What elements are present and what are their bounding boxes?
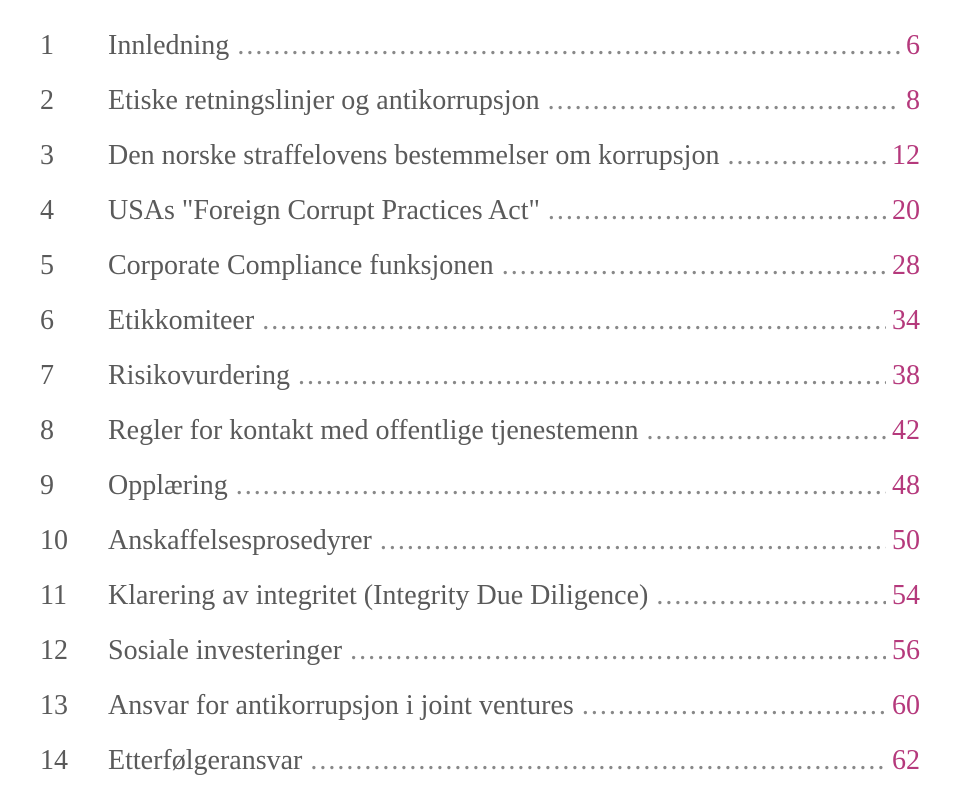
toc-title: Corporate Compliance funksjonen bbox=[108, 238, 500, 293]
toc-leader: ........................................… bbox=[645, 403, 886, 458]
toc-leader: ........................................… bbox=[580, 678, 886, 733]
toc-number: 3 bbox=[40, 128, 108, 183]
toc-number: 14 bbox=[40, 733, 108, 788]
toc-page-number: 42 bbox=[886, 403, 920, 458]
toc-title: Anskaffelsesprosedyrer bbox=[108, 513, 378, 568]
toc-row: 4USAs "Foreign Corrupt Practices Act"...… bbox=[40, 183, 920, 238]
toc-number: 5 bbox=[40, 238, 108, 293]
toc-title: Den norske straffelovens bestemmelser om… bbox=[108, 128, 725, 183]
toc-page-number: 48 bbox=[886, 458, 920, 513]
toc-leader: ........................................… bbox=[546, 73, 900, 128]
toc-title: Risikovurdering bbox=[108, 348, 296, 403]
toc-leader: ........................................… bbox=[296, 348, 886, 403]
toc-row: 8Regler for kontakt med offentlige tjene… bbox=[40, 403, 920, 458]
toc-leader: ........................................… bbox=[500, 238, 886, 293]
toc-number: 7 bbox=[40, 348, 108, 403]
toc-row: 9Opplæring..............................… bbox=[40, 458, 920, 513]
toc-number: 1 bbox=[40, 18, 108, 73]
toc-title: Klarering av integritet (Integrity Due D… bbox=[108, 568, 654, 623]
toc-title: USAs "Foreign Corrupt Practices Act" bbox=[108, 183, 546, 238]
toc-page-number: 62 bbox=[886, 733, 920, 788]
toc-row: 7Risikovurdering........................… bbox=[40, 348, 920, 403]
toc-page-number: 34 bbox=[886, 293, 920, 348]
toc-leader: ........................................… bbox=[260, 293, 886, 348]
toc-title: Sosiale investeringer bbox=[108, 623, 348, 678]
toc-row: 14Etterfølgeransvar.....................… bbox=[40, 733, 920, 788]
toc-leader: ........................................… bbox=[348, 623, 886, 678]
toc-number: 2 bbox=[40, 73, 108, 128]
toc-row: 3Den norske straffelovens bestemmelser o… bbox=[40, 128, 920, 183]
toc-page-number: 60 bbox=[886, 678, 920, 733]
toc-title: Etterfølgeransvar bbox=[108, 733, 308, 788]
toc-number: 12 bbox=[40, 623, 108, 678]
toc-page-number: 12 bbox=[886, 128, 920, 183]
toc-title: Ansvar for antikorrupsjon i joint ventur… bbox=[108, 678, 580, 733]
toc-page-number: 54 bbox=[886, 568, 920, 623]
toc-number: 8 bbox=[40, 403, 108, 458]
toc-row: 11Klarering av integritet (Integrity Due… bbox=[40, 568, 920, 623]
toc-row: 10Anskaffelsesprosedyrer................… bbox=[40, 513, 920, 568]
toc-row: 2Etiske retningslinjer og antikorrupsjon… bbox=[40, 73, 920, 128]
toc-leader: ........................................… bbox=[378, 513, 886, 568]
toc-row: 6Etikkomiteer...........................… bbox=[40, 293, 920, 348]
toc-leader: ........................................… bbox=[546, 183, 886, 238]
toc-page-number: 8 bbox=[900, 73, 920, 128]
toc-row: 13Ansvar for antikorrupsjon i joint vent… bbox=[40, 678, 920, 733]
toc-number: 6 bbox=[40, 293, 108, 348]
toc-title: Innledning bbox=[108, 18, 235, 73]
toc-number: 11 bbox=[40, 568, 108, 623]
table-of-contents: 1Innledning.............................… bbox=[40, 18, 920, 788]
toc-page-number: 38 bbox=[886, 348, 920, 403]
toc-title: Etikkomiteer bbox=[108, 293, 260, 348]
toc-page-number: 50 bbox=[886, 513, 920, 568]
toc-row: 12Sosiale investeringer.................… bbox=[40, 623, 920, 678]
toc-row: 1Innledning.............................… bbox=[40, 18, 920, 73]
toc-leader: ........................................… bbox=[725, 128, 886, 183]
toc-page-number: 6 bbox=[900, 18, 920, 73]
toc-number: 10 bbox=[40, 513, 108, 568]
toc-title: Regler for kontakt med offentlige tjenes… bbox=[108, 403, 645, 458]
toc-leader: ........................................… bbox=[235, 18, 900, 73]
toc-number: 4 bbox=[40, 183, 108, 238]
toc-title: Opplæring bbox=[108, 458, 234, 513]
toc-number: 13 bbox=[40, 678, 108, 733]
toc-page-number: 28 bbox=[886, 238, 920, 293]
toc-page-number: 56 bbox=[886, 623, 920, 678]
toc-row: 5Corporate Compliance funksjonen........… bbox=[40, 238, 920, 293]
toc-leader: ........................................… bbox=[654, 568, 886, 623]
toc-leader: ........................................… bbox=[308, 733, 886, 788]
toc-page-number: 20 bbox=[886, 183, 920, 238]
toc-leader: ........................................… bbox=[234, 458, 886, 513]
toc-number: 9 bbox=[40, 458, 108, 513]
toc-title: Etiske retningslinjer og antikorrupsjon bbox=[108, 73, 546, 128]
